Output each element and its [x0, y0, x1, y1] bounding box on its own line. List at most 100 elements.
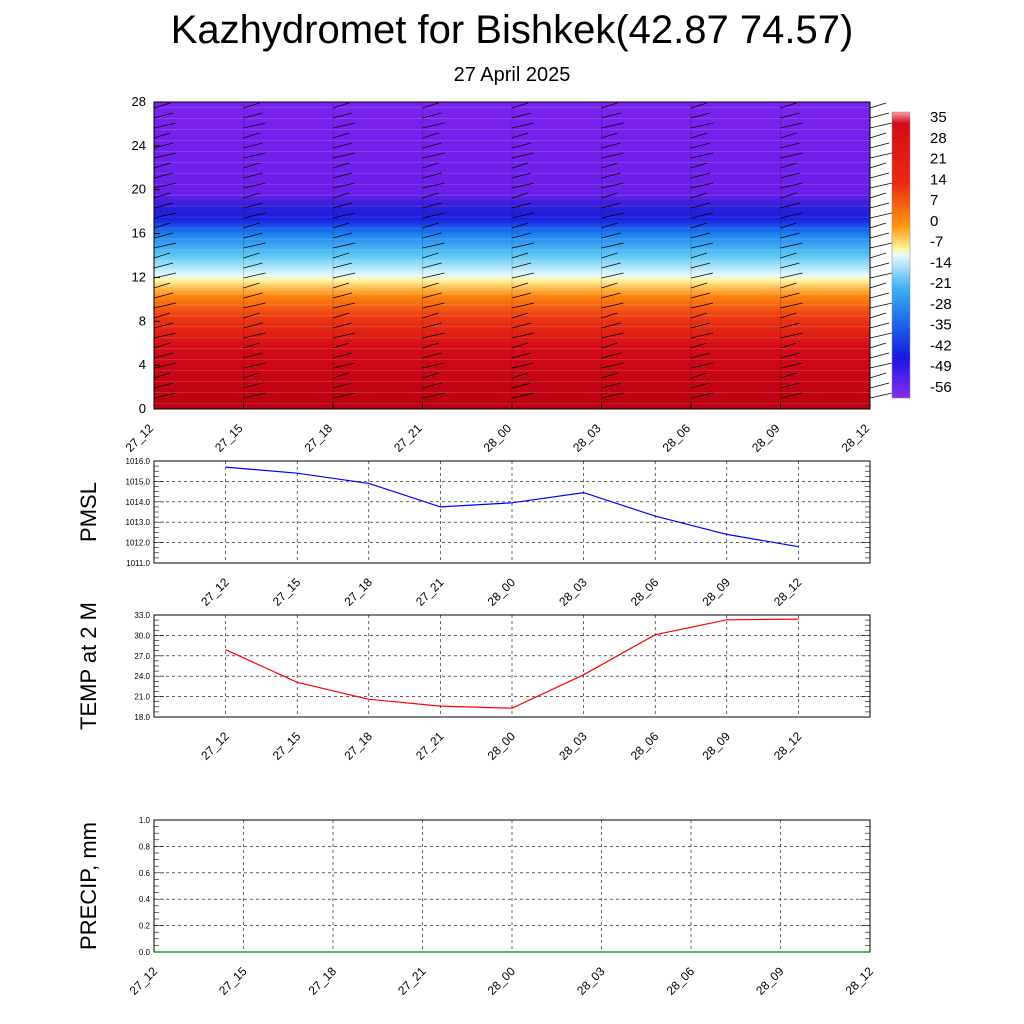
wind-barb	[243, 122, 266, 129]
wind-barb	[869, 302, 893, 309]
wind-barb	[690, 392, 714, 399]
wind-barb	[511, 352, 532, 359]
wind-barb	[332, 252, 350, 259]
wind-barb	[511, 292, 532, 299]
wind-barb	[243, 152, 266, 159]
x-tick-label: 27_15	[216, 964, 250, 998]
wind-barb	[869, 162, 887, 169]
wind-barb	[690, 202, 711, 209]
wind-barb	[690, 312, 708, 319]
wind-barb	[690, 362, 714, 369]
wind-barb	[690, 332, 714, 339]
wind-barb	[601, 372, 618, 379]
wind-barb	[690, 322, 711, 329]
wind-barb	[690, 172, 711, 179]
wind-barb	[153, 312, 171, 319]
wind-barb	[601, 262, 621, 269]
wind-barb	[332, 302, 356, 309]
wind-barb	[332, 212, 356, 219]
y-tick-label: 28	[132, 94, 146, 109]
x-tick-label: 28_03	[570, 421, 604, 455]
wind-barb	[422, 172, 442, 179]
wind-barb	[422, 202, 442, 209]
wind-barb	[601, 242, 624, 249]
wind-barb	[422, 222, 439, 229]
colorbar-label: -35	[930, 317, 952, 334]
x-tick-label: 28_03	[574, 964, 608, 998]
x-tick-label: 27_18	[341, 729, 375, 763]
wind-barb	[869, 322, 890, 329]
wind-barb	[780, 132, 797, 139]
wind-barb	[690, 292, 711, 299]
wind-barb	[511, 162, 529, 169]
y-tick-label: 33.0	[134, 611, 150, 620]
wind-barb	[422, 372, 439, 379]
y-axis-title: TEMP at 2 M	[76, 602, 101, 730]
x-tick-label: 27_12	[198, 729, 232, 763]
wind-barb	[243, 262, 263, 269]
colorbar	[891, 111, 911, 399]
y-tick-label: 16	[132, 226, 146, 241]
wind-barb	[780, 102, 797, 109]
y-tick-label: 12	[132, 269, 146, 284]
wind-barb	[243, 212, 266, 219]
wind-barb	[243, 172, 263, 179]
colorbar-label: 7	[930, 192, 938, 209]
wind-barb	[511, 282, 529, 289]
wind-barb	[511, 202, 532, 209]
wind-barb	[601, 212, 624, 219]
wind-barb	[153, 162, 171, 169]
wind-barb	[243, 242, 266, 249]
wind-barb	[780, 162, 797, 169]
x-tick-label: 28_06	[660, 421, 694, 455]
wind-barb	[780, 302, 803, 309]
wind-barb	[690, 222, 708, 229]
wind-barb	[690, 282, 708, 289]
wind-barb	[422, 122, 445, 129]
wind-barb	[869, 342, 887, 349]
wind-barb	[601, 152, 624, 159]
wind-barb	[690, 212, 714, 219]
chart-title: Kazhydromet for Bishkek(42.87 74.57)	[170, 8, 854, 52]
wind-barb	[601, 252, 618, 259]
wind-barb	[332, 312, 350, 319]
wind-barb	[601, 322, 621, 329]
wind-barb	[243, 162, 260, 169]
wind-barb	[153, 102, 171, 109]
wind-barb	[243, 302, 266, 309]
wind-barb	[243, 202, 263, 209]
wind-barb	[511, 152, 535, 159]
wind-barb	[422, 322, 442, 329]
x-tick-label: 28_09	[749, 421, 783, 455]
x-tick-label: 28_00	[485, 575, 519, 609]
y-tick-label: 0.6	[139, 869, 151, 878]
wind-barb	[332, 152, 356, 159]
wind-barb	[422, 232, 442, 239]
wind-barb	[332, 282, 350, 289]
wind-barb	[780, 112, 800, 119]
wind-barb	[869, 112, 890, 119]
panel-pmsl: 1016.0 1015.0 1014.0 1013.0 1012.0 1011.0 27_1…	[76, 457, 871, 609]
y-tick-label: 1011.0	[126, 559, 150, 568]
wind-barb	[601, 112, 621, 119]
wind-barb	[422, 212, 445, 219]
wind-barb	[511, 102, 529, 109]
wind-barb	[422, 192, 439, 199]
wind-barb	[422, 182, 445, 189]
wind-barb	[511, 182, 535, 189]
wind-barb-column	[869, 102, 893, 409]
wind-barb	[601, 272, 624, 279]
wind-barb	[780, 382, 800, 389]
y-tick-label: 1013.0	[126, 518, 151, 527]
wind-barb	[601, 292, 621, 299]
wind-barb	[780, 332, 803, 339]
wind-barb	[601, 222, 618, 229]
wind-barb	[601, 102, 618, 109]
wind-barb	[690, 342, 708, 349]
wind-barb	[690, 162, 708, 169]
wind-barb	[153, 152, 177, 159]
wind-barb	[243, 132, 260, 139]
wind-barb	[869, 332, 893, 339]
wind-barb	[153, 352, 174, 359]
colorbar-label: -14	[930, 254, 952, 271]
